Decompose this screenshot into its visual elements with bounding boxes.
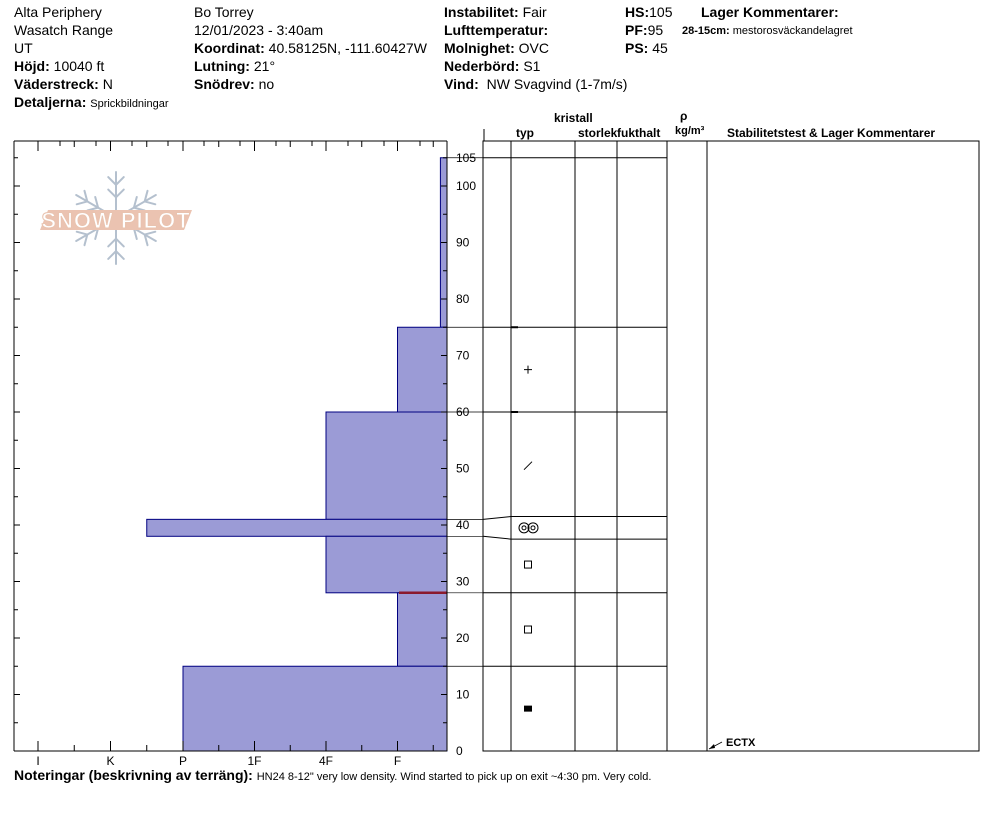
height-label-0: 0	[456, 744, 463, 758]
snow-height-value: 105	[649, 4, 673, 20]
aspect-label: Väderstreck:	[14, 76, 99, 92]
notes-text: HN24 8-12" very low density. Wind starte…	[256, 771, 652, 783]
height-label-20: 20	[456, 631, 470, 645]
moisture-header: fukthalt	[617, 126, 661, 140]
table-frame	[482, 140, 980, 752]
elevation-value: 10040 ft	[53, 58, 105, 74]
notes-label: Noteringar (beskrivning av terräng):	[14, 767, 253, 783]
drift-value: no	[258, 76, 275, 92]
layer-connector-slant	[482, 516, 512, 520]
hardness-label-k: K	[106, 754, 114, 768]
grain-double-circle-icon	[518, 522, 539, 534]
aspect: Väderstreck: N	[14, 76, 113, 92]
elevation: Höjd: 10040 ft	[14, 58, 104, 74]
height-label-40: 40	[456, 518, 470, 532]
precipitation-label: Nederbörd:	[444, 58, 520, 74]
wind-label: Vind:	[444, 76, 479, 92]
layer-comment: 28-15cm: mestorosväckandelagret	[682, 23, 853, 39]
hardness-bar-5	[397, 592, 448, 667]
slope-label: Lutning:	[194, 58, 250, 74]
sky-cover: Molnighet: OVC	[444, 40, 549, 56]
layer-table	[447, 129, 980, 752]
ski-penetration-value: 45	[652, 40, 668, 56]
crystal-header: kristall	[554, 111, 593, 125]
slope: Lutning: 21°	[194, 58, 275, 74]
sky-cover-value: OVC	[518, 40, 549, 56]
height-label-10: 10	[456, 688, 470, 702]
coordinates: Koordinat: 40.58125N, -111.60427W	[194, 40, 427, 56]
range: Wasatch Range	[14, 22, 114, 38]
test-pointer-arrow-icon	[709, 744, 715, 749]
rho-header: ρ	[680, 109, 688, 123]
hardness-label-f: F	[394, 754, 401, 768]
ski-penetration: PS: 45	[625, 40, 668, 56]
coordinates-value: 40.58125N, -111.60427W	[268, 40, 427, 56]
observer: Bo Torrey	[194, 4, 254, 20]
precipitation-value: S1	[523, 58, 541, 74]
details: Detaljerna: Sprickbildningar	[14, 94, 169, 112]
slope-value: 21°	[253, 58, 276, 74]
aspect-value: N	[102, 76, 113, 92]
state: UT	[14, 40, 33, 56]
datetime: 12/01/2023 - 3:40am	[194, 22, 324, 38]
height-label-100: 100	[456, 179, 476, 193]
details-label: Detaljerna:	[14, 94, 87, 110]
notes: Noteringar (beskrivning av terräng): HN2…	[14, 767, 651, 785]
grain-square-icon	[524, 625, 532, 634]
grain-plus-icon	[524, 365, 532, 374]
snow-pilot-logo: SNOW PILOT	[40, 171, 192, 265]
hardness-bar-4	[325, 535, 448, 594]
hardness-label-p: P	[179, 754, 187, 768]
height-label-50: 50	[456, 462, 470, 476]
hardness-label-i: I	[36, 754, 39, 768]
layer-comments-title: Lager Kommentarer:	[701, 4, 839, 20]
density-unit-header: kg/m³	[675, 125, 705, 137]
hardness-label-4f: 4F	[319, 754, 333, 768]
stability-value: Fair	[522, 4, 547, 20]
precipitation: Nederbörd: S1	[444, 58, 540, 74]
pit-depth-value: 95	[647, 22, 664, 38]
stability-header: Stabilitetstest & Lager Kommentarer	[727, 126, 936, 140]
logo-text: SNOW PILOT	[41, 208, 190, 233]
details-value: Sprickbildningar	[90, 98, 169, 110]
height-label-30: 30	[456, 575, 470, 589]
snow-height-label: HS:	[625, 4, 650, 20]
grain-filled-square-icon	[524, 705, 532, 712]
stability-label: Instabilitet:	[444, 4, 519, 20]
drift: Snödrev: no	[194, 76, 274, 92]
snow-height: HS:105	[625, 4, 672, 20]
coordinates-label: Koordinat:	[194, 40, 265, 56]
hardness-bar-6	[182, 665, 448, 752]
grain-slash-icon	[523, 461, 533, 471]
grain-square-icon	[524, 560, 532, 569]
layer-connector-slant	[482, 535, 512, 540]
hardness-bar-2	[325, 411, 448, 520]
wind: Vind: NW Svagvind (1-7m/s)	[444, 76, 627, 92]
pit-depth: PF:95	[625, 22, 663, 38]
air-temperature-label: Lufttemperatur:	[444, 22, 549, 38]
air-temperature: Lufttemperatur:	[444, 22, 548, 38]
ski-penetration-label: PS:	[625, 40, 649, 56]
wind-value: NW Svagvind (1-7m/s)	[486, 76, 628, 92]
location: Alta Periphery	[14, 4, 102, 20]
stability: Instabilitet: Fair	[444, 4, 547, 20]
type-header: typ	[516, 126, 534, 140]
hardness-bar-3	[146, 518, 448, 537]
hardness-bar-1	[397, 326, 448, 413]
size-header: storlek	[578, 126, 618, 140]
drift-label: Snödrev:	[194, 76, 255, 92]
height-label-90: 90	[456, 236, 470, 250]
elevation-label: Höjd:	[14, 58, 50, 74]
hardness-label-1f: 1F	[247, 754, 261, 768]
layer-comment-range: 28-15cm:	[682, 25, 730, 37]
height-label-70: 70	[456, 349, 470, 363]
test-result: ECTX	[726, 737, 756, 749]
pit-depth-label: PF:	[625, 22, 648, 38]
height-label-80: 80	[456, 292, 470, 306]
sky-cover-label: Molnighet:	[444, 40, 515, 56]
layer-comment-text: mestorosväckandelagret	[732, 25, 853, 37]
